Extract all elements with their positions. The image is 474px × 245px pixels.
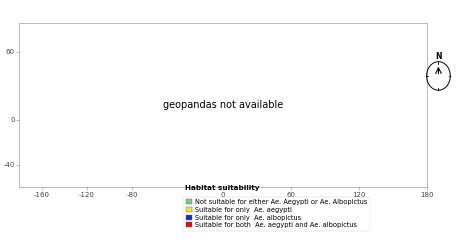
- Text: geopandas not available: geopandas not available: [163, 100, 283, 110]
- Text: Habitat suitability: Habitat suitability: [185, 185, 260, 191]
- Legend: Not suitable for either Ae. Aegypti or Ae. Albopictus, Suitable for only  Ae. ae: Not suitable for either Ae. Aegypti or A…: [183, 197, 370, 231]
- Text: N: N: [435, 51, 442, 61]
